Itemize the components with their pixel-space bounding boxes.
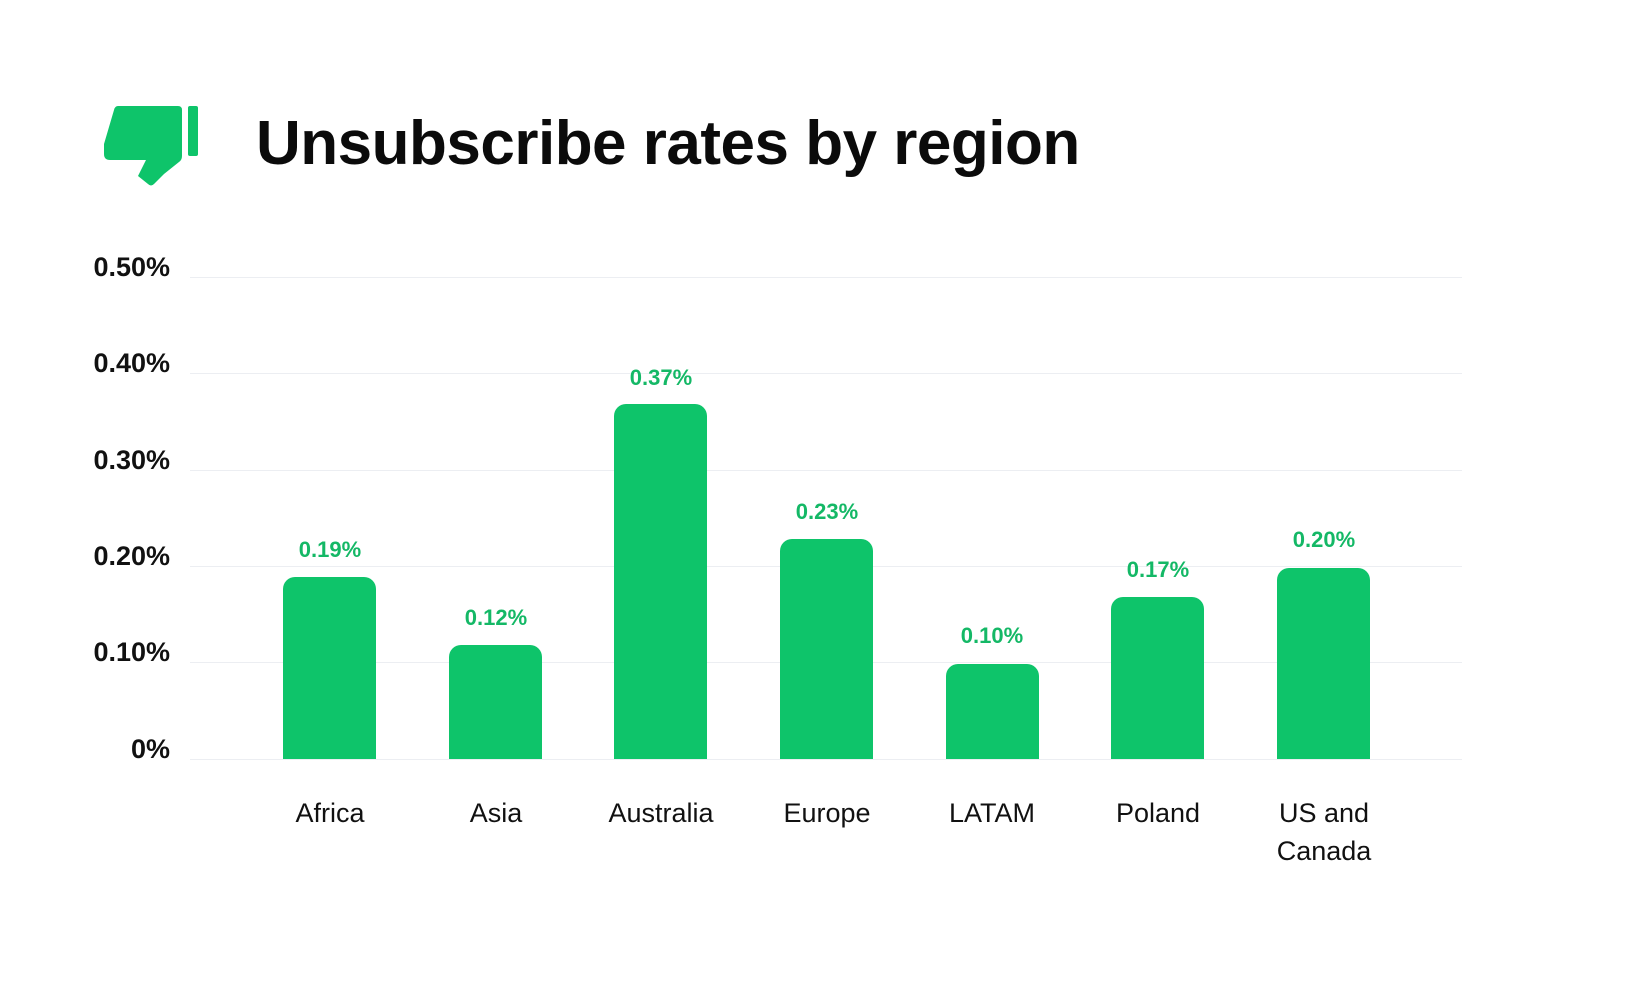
gridline — [190, 373, 1462, 374]
bar-value-label: 0.10% — [960, 623, 1024, 648]
x-label: Africa — [295, 798, 365, 828]
y-tick: 0.40% — [93, 348, 170, 378]
x-label: Poland — [1115, 798, 1201, 828]
bar-australia — [614, 404, 707, 759]
bar-value-label: 0.23% — [795, 499, 859, 524]
y-tick: 0.50% — [93, 252, 170, 282]
bar-us-and-canada — [1277, 568, 1370, 759]
bar-latam — [946, 664, 1039, 759]
bar-asia — [449, 645, 542, 759]
bar-africa — [283, 577, 376, 759]
bar-value-label: 0.20% — [1292, 527, 1356, 552]
gridline — [190, 277, 1462, 278]
y-tick: 0.10% — [93, 637, 170, 667]
y-tick: 0% — [130, 734, 170, 764]
y-tick: 0.20% — [93, 541, 170, 571]
bar-value-label: 0.12% — [464, 605, 528, 630]
x-label: Asia — [469, 798, 523, 828]
bar-value-label: 0.37% — [629, 365, 693, 390]
y-tick: 0.30% — [93, 445, 170, 475]
x-label: US and Canada — [1276, 798, 1372, 866]
bar-value-label: 0.17% — [1126, 557, 1190, 582]
bar-value-label: 0.19% — [298, 537, 362, 562]
gridline-baseline — [190, 759, 1462, 760]
x-label: LATAM — [948, 798, 1035, 828]
x-label: Europe — [783, 798, 871, 828]
thumbs-down-icon — [104, 106, 198, 186]
x-label: Australia — [608, 798, 714, 828]
chart-title: Unsubscribe rates by region — [256, 109, 1080, 178]
gridline — [190, 470, 1462, 471]
bar-poland — [1111, 597, 1204, 759]
bar-europe — [780, 539, 873, 759]
